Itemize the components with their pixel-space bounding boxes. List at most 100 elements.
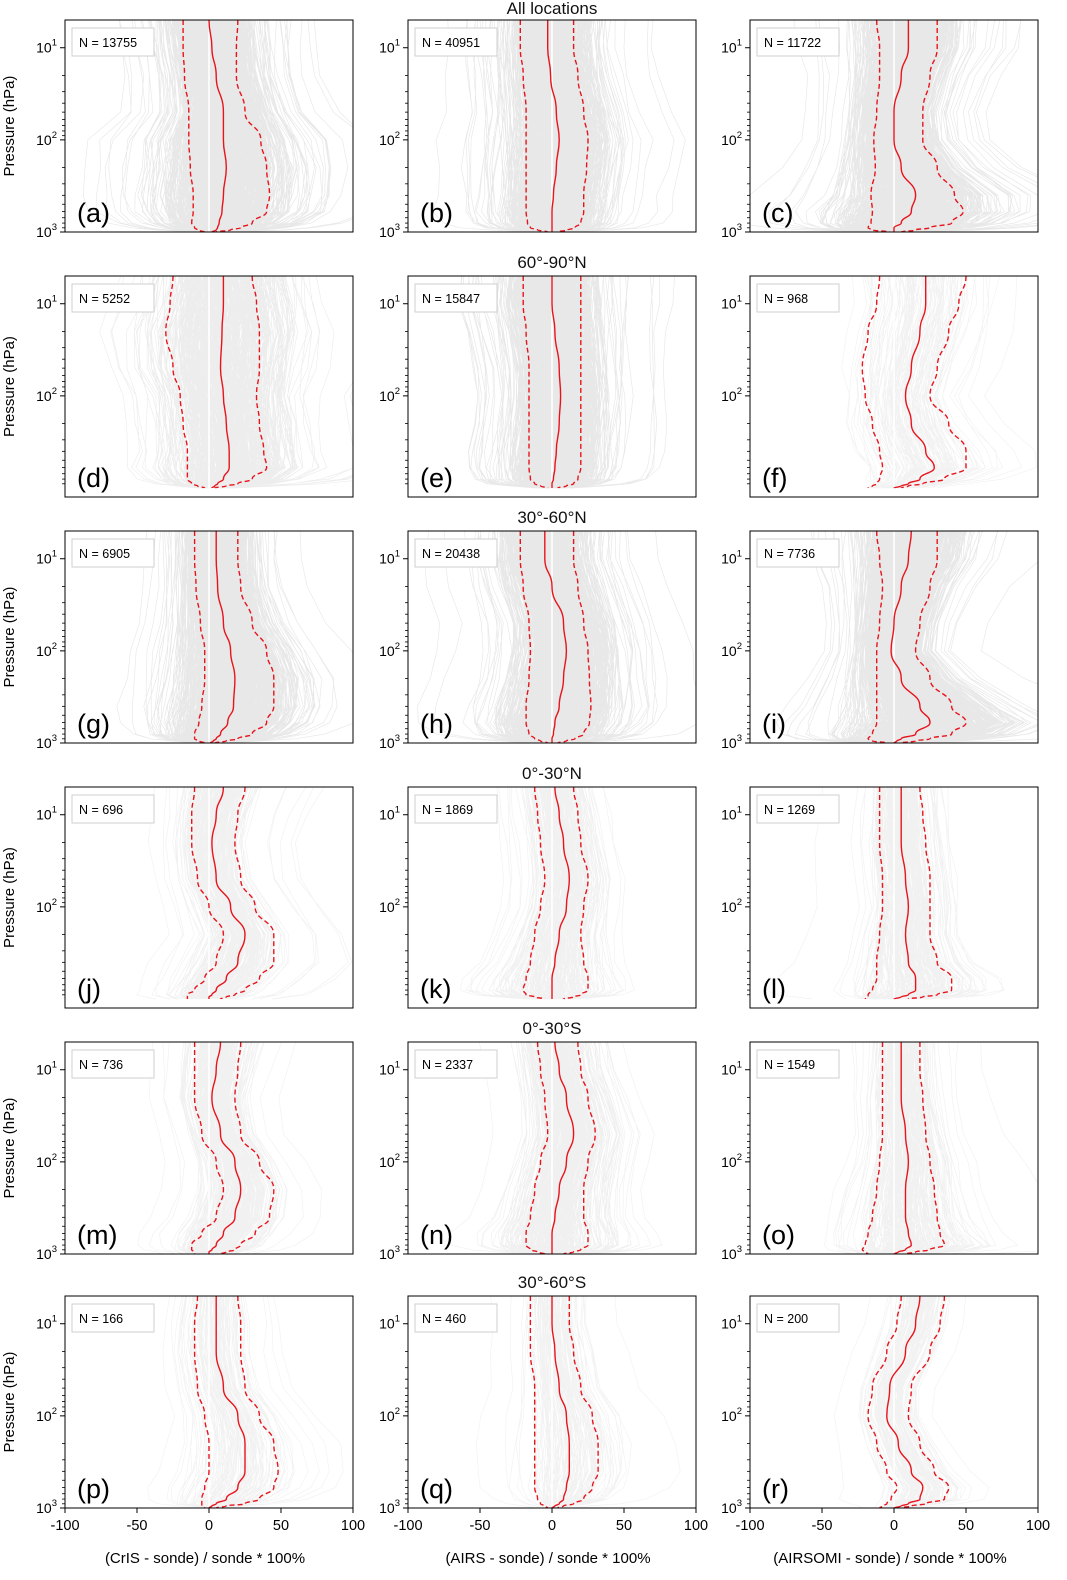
lower-spread-line [867, 1295, 902, 1509]
plot-frame [407, 1041, 697, 1255]
svg-text:N = 736: N = 736 [79, 1058, 123, 1072]
plot-frame [64, 19, 354, 233]
plot-frame [64, 530, 354, 744]
panel-letter: (h) [420, 709, 453, 739]
y-axis-label: Pressure (hPa) [1, 76, 18, 177]
upper-spread-line [557, 1296, 599, 1509]
y-tick-label: 101 [36, 294, 57, 312]
sample-count-box: N = 11722 [756, 27, 840, 57]
y-tick-label: 101 [721, 549, 742, 567]
panel-letter: (d) [77, 463, 110, 493]
x-tick-label: 0 [205, 1518, 213, 1534]
svg-text:N = 15847: N = 15847 [422, 292, 480, 306]
plot-frame [64, 1041, 354, 1255]
plot-frame [749, 19, 1039, 233]
sample-count-box: N = 460 [414, 1303, 498, 1333]
y-tick-label: 102 [721, 1152, 742, 1170]
individual-profiles [147, 1296, 344, 1508]
median-line [886, 1295, 924, 1509]
y-tick-label: 102 [721, 897, 742, 915]
lower-spread-line [186, 786, 225, 999]
sample-count-box: N = 1269 [756, 794, 840, 824]
individual-profiles [459, 787, 635, 1000]
median-line [211, 275, 230, 489]
plot-frame [407, 275, 697, 498]
y-tick-label: 102 [36, 641, 57, 659]
median-line [208, 1296, 246, 1509]
y-tick-label: 102 [36, 1406, 57, 1424]
median-line [551, 276, 562, 488]
x-tick-label: -100 [735, 1518, 764, 1534]
median-line [208, 1041, 242, 1254]
y-tick-label: 101 [36, 1060, 57, 1078]
row-title: 0°-30°N [522, 764, 582, 783]
panel-letter: (a) [77, 198, 110, 228]
row-title: All locations [507, 0, 598, 18]
panel-letter: (b) [420, 198, 453, 228]
upper-spread-line [557, 531, 592, 744]
panel-c: N = 11722 (c) 101 102 103 [721, 19, 1039, 240]
upper-spread-line [219, 1041, 275, 1255]
y-tick-label: 101 [379, 38, 400, 56]
sample-count-box: N = 13755 [71, 27, 155, 57]
svg-text:N = 1549: N = 1549 [764, 1058, 815, 1072]
x-axis-label: (AIRS - sonde) / sonde * 100% [445, 1550, 650, 1567]
x-tick-label: -50 [470, 1518, 491, 1534]
panel-l: N = 1269 (l) 101 102 [721, 786, 1039, 1009]
x-tick-label: -50 [812, 1518, 833, 1534]
x-tick-label: 100 [341, 1518, 365, 1534]
y-tick-label: 103 [36, 1498, 57, 1516]
x-tick-label: 100 [1026, 1518, 1050, 1534]
profile-lines [137, 1042, 322, 1254]
plot-frame [407, 19, 697, 233]
sample-count-box: N = 166 [71, 1303, 155, 1333]
panel-q: N = 460 (q) 101 102 103 [379, 1295, 697, 1516]
sample-count-box: N = 968 [756, 283, 840, 313]
y-tick-label: 101 [379, 549, 400, 567]
upper-spread-line [215, 19, 271, 233]
y-tick-label: 103 [379, 1244, 400, 1262]
upper-spread-line [900, 531, 967, 744]
svg-text:N = 166: N = 166 [79, 1312, 123, 1326]
profile-lines [147, 1296, 344, 1508]
y-tick-label: 102 [721, 1406, 742, 1424]
svg-text:N = 200: N = 200 [764, 1312, 808, 1326]
panel-letter: (c) [762, 198, 793, 228]
panel-d: N = 5252 (d) 101 102 [36, 275, 354, 498]
median-line [551, 786, 571, 999]
lower-spread-line [522, 276, 549, 489]
svg-text:N = 1269: N = 1269 [764, 803, 815, 817]
panel-r: N = 200 (r) 101 102 103 [721, 1295, 1039, 1516]
panel-h: N = 20438 (h) 101 102 103 [379, 530, 697, 751]
profile-lines [841, 276, 1037, 489]
y-tick-label: 101 [721, 1314, 742, 1332]
panel-letter: (g) [77, 709, 110, 739]
y-tick-label: 103 [36, 1244, 57, 1262]
sample-count-box: N = 2337 [414, 1049, 498, 1079]
y-tick-label: 103 [721, 733, 742, 751]
svg-text:N = 40951: N = 40951 [422, 36, 480, 50]
y-axis-label: Pressure (hPa) [1, 587, 18, 688]
panel-o: N = 1549 (o) 101 102 103 [721, 1041, 1039, 1262]
panel-letter: (q) [420, 1474, 453, 1504]
upper-spread-line [557, 276, 582, 489]
panel-m: N = 736 (m) 101 102 103 [36, 1041, 354, 1262]
individual-profiles [82, 20, 353, 232]
svg-text:N = 20438: N = 20438 [422, 547, 480, 561]
profile-lines [136, 787, 353, 1000]
lower-spread-line [519, 20, 549, 233]
panel-letter: (l) [762, 974, 786, 1004]
y-tick-label: 101 [379, 805, 400, 823]
plot-frame [749, 275, 1039, 498]
panel-letter: (e) [420, 463, 453, 493]
svg-text:N = 460: N = 460 [422, 1312, 466, 1326]
sample-count-box: N = 7736 [756, 538, 840, 568]
individual-profiles [137, 1042, 322, 1254]
panel-letter: (j) [77, 974, 101, 1004]
sample-count-box: N = 6905 [71, 538, 155, 568]
median-line [209, 531, 236, 744]
plot-frame [64, 786, 354, 1009]
individual-profiles [116, 531, 353, 743]
y-tick-label: 103 [379, 222, 400, 240]
upper-spread-line [557, 20, 589, 233]
